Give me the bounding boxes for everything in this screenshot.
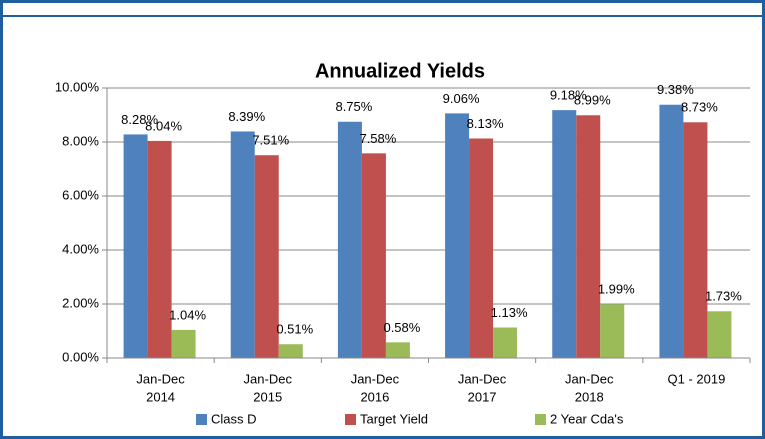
y-tick-label: 4.00% bbox=[62, 241, 99, 256]
x-tick-label: 2017 bbox=[468, 389, 497, 404]
y-tick-label: 2.00% bbox=[62, 295, 99, 310]
value-label: 8.99% bbox=[574, 93, 611, 108]
bar bbox=[337, 121, 362, 358]
bar bbox=[278, 344, 303, 358]
value-label: 8.13% bbox=[467, 116, 504, 131]
bar bbox=[147, 140, 172, 358]
value-label: 1.99% bbox=[598, 282, 635, 297]
value-label: 9.18% bbox=[550, 88, 587, 103]
value-label: 8.28% bbox=[121, 112, 158, 127]
x-tick-label: 2015 bbox=[253, 389, 282, 404]
value-label: 7.51% bbox=[252, 133, 289, 148]
bar bbox=[576, 115, 601, 359]
x-tick-label: 2014 bbox=[146, 389, 175, 404]
x-tick-label: Q1 - 2019 bbox=[668, 371, 726, 386]
x-tick-label: Jan-Dec bbox=[458, 371, 507, 386]
bar bbox=[493, 327, 518, 358]
bar bbox=[230, 131, 255, 358]
value-label: 1.13% bbox=[491, 305, 528, 320]
legend-swatch bbox=[345, 414, 356, 425]
value-label: 8.73% bbox=[681, 100, 718, 115]
bar bbox=[123, 134, 148, 358]
bar bbox=[707, 311, 732, 358]
value-label: 9.38% bbox=[657, 82, 694, 97]
bar bbox=[385, 342, 410, 358]
bar bbox=[552, 110, 577, 358]
chart-title: Annualized Yields bbox=[315, 60, 485, 82]
bar bbox=[254, 155, 279, 358]
legend-swatch bbox=[535, 414, 546, 425]
x-tick-label: Jan-Dec bbox=[351, 371, 400, 386]
value-label: 0.58% bbox=[383, 320, 420, 335]
x-tick-label: Jan-Dec bbox=[565, 371, 614, 386]
value-label: 8.04% bbox=[145, 118, 182, 133]
value-label: 1.04% bbox=[169, 307, 206, 322]
x-tick-label: Jan-Dec bbox=[244, 371, 293, 386]
bar bbox=[683, 122, 708, 358]
x-tick-label: 2018 bbox=[575, 389, 604, 404]
value-label: 0.51% bbox=[276, 322, 313, 337]
bar bbox=[361, 153, 386, 358]
bar bbox=[171, 329, 196, 358]
value-label: 1.73% bbox=[705, 289, 742, 304]
y-tick-label: 10.00% bbox=[55, 79, 100, 94]
bar bbox=[659, 104, 684, 359]
value-label: 9.06% bbox=[443, 91, 480, 106]
legend-swatch bbox=[196, 414, 207, 425]
y-tick-label: 8.00% bbox=[62, 133, 99, 148]
bar bbox=[445, 113, 470, 358]
value-label: 8.75% bbox=[335, 99, 372, 114]
x-tick-label: Jan-Dec bbox=[136, 371, 185, 386]
legend-label: 2 Year Cda's bbox=[550, 411, 624, 426]
value-label: 8.39% bbox=[228, 109, 265, 124]
y-tick-label: 6.00% bbox=[62, 187, 99, 202]
x-tick-label: 2016 bbox=[360, 389, 389, 404]
y-tick-label: 0.00% bbox=[62, 349, 99, 364]
bar bbox=[469, 138, 494, 358]
legend-label: Class D bbox=[211, 411, 257, 426]
value-label: 7.58% bbox=[359, 131, 396, 146]
bar bbox=[600, 304, 625, 358]
legend-label: Target Yield bbox=[360, 411, 428, 426]
